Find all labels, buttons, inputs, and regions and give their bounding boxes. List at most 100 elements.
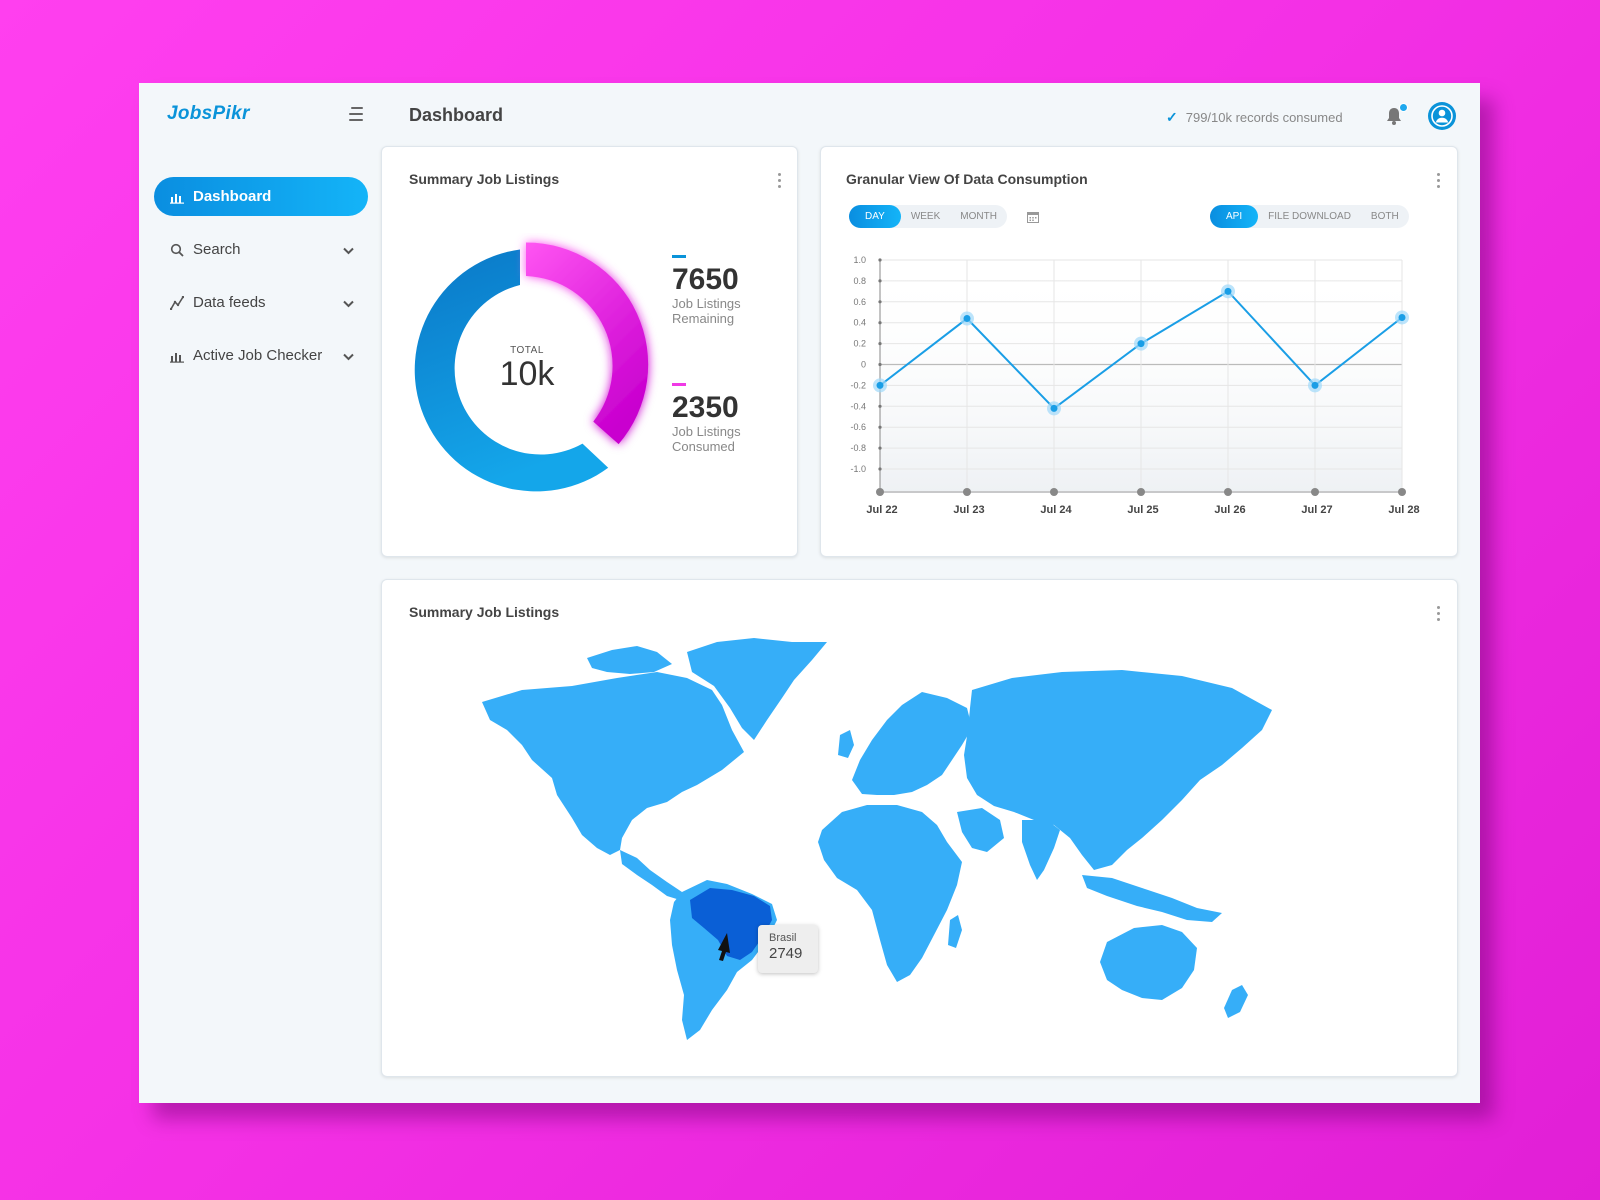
period-option-month[interactable]: MONTH (960, 211, 997, 222)
map-region-madagascar[interactable] (948, 915, 962, 948)
donut-total-value: 10k (499, 355, 555, 393)
data-point[interactable] (1224, 287, 1232, 295)
data-point[interactable] (876, 381, 884, 389)
y-tick-mark (878, 300, 882, 304)
source-option-api[interactable]: API (1210, 205, 1259, 228)
y-tick-mark (878, 321, 882, 325)
y-tick-label: -1.0 (850, 464, 866, 474)
world-map (482, 638, 1272, 1040)
map-card: Summary Job Listings (381, 579, 1458, 1077)
stat-remaining: 7650 Job Listings Remaining (672, 255, 741, 326)
map-region-arctic-islands[interactable] (587, 646, 672, 674)
sidebar-item-label: Active Job Checker (193, 347, 323, 364)
x-tick-label: Jul 26 (1214, 504, 1245, 516)
stat-consumed: 2350 Job Listings Consumed (672, 383, 741, 454)
x-tick-mark (1137, 488, 1145, 496)
calendar-icon[interactable] (1027, 210, 1039, 223)
y-tick-mark (878, 467, 882, 471)
x-tick-mark (876, 488, 884, 496)
chevron-down-icon[interactable] (343, 295, 354, 312)
x-tick-label: Jul 25 (1127, 504, 1158, 516)
sidebar-item-active-job-checker[interactable]: Active Job Checker (154, 336, 368, 375)
y-tick-label: 0.4 (853, 318, 866, 328)
x-tick-mark (1398, 488, 1406, 496)
bar-chart-icon (169, 348, 185, 364)
check-icon: ✓ (1166, 109, 1178, 125)
sidebar-item-data-feeds[interactable]: Data feeds (154, 283, 368, 322)
x-tick-label: Jul 27 (1301, 504, 1332, 516)
source-option-file-download[interactable]: FILE DOWNLOAD (1268, 211, 1351, 222)
data-point[interactable] (1311, 381, 1319, 389)
x-tick-label: Jul 24 (1040, 504, 1072, 516)
donut-chart (414, 242, 649, 492)
map-region-southeast-asia[interactable] (1082, 875, 1222, 922)
period-option-day[interactable]: DAY (849, 205, 901, 228)
notification-bell-icon[interactable] (1383, 103, 1408, 127)
map-region-europe[interactable] (852, 692, 972, 795)
map-region-australia[interactable] (1100, 925, 1197, 1000)
notification-dot (1399, 103, 1408, 112)
summary-card: Summary Job Listings TOTAL 1 (381, 146, 798, 557)
map-region-central-america[interactable] (620, 850, 682, 900)
stat-value: 7650 (672, 263, 739, 296)
map-region-brazil[interactable] (690, 888, 772, 960)
map-region-new-zealand[interactable] (1224, 985, 1248, 1018)
map-region-greenland[interactable] (687, 638, 827, 740)
page-title: Dashboard (409, 105, 504, 125)
donut-segment-consumed[interactable] (526, 242, 649, 445)
donut-segment-remaining[interactable] (414, 249, 609, 492)
records-status: ✓ 799/10k records consumed (1166, 109, 1343, 126)
records-status-text: 799/10k records consumed (1185, 110, 1343, 125)
map-region-uk[interactable] (838, 730, 854, 758)
chevron-down-icon[interactable] (343, 348, 354, 365)
y-tick-label: 0 (861, 360, 866, 370)
map-region-arabia[interactable] (957, 808, 1004, 852)
map-region-north-america[interactable] (482, 672, 744, 855)
y-tick-mark (878, 425, 882, 429)
x-tick-mark (963, 488, 971, 496)
menu-toggle-icon[interactable] (347, 107, 365, 125)
donut-total-label: TOTAL (510, 345, 544, 356)
y-tick-mark (878, 279, 882, 283)
search-icon (169, 242, 185, 258)
y-tick-label: -0.6 (850, 422, 866, 432)
stat-value: 2350 (672, 391, 739, 424)
stat-label: Job Listings (672, 296, 741, 311)
y-tick-mark (878, 342, 882, 346)
sidebar-item-label: Data feeds (193, 294, 266, 311)
tooltip-country: Brasil (769, 932, 797, 944)
app-window: JobsPikr Dashboard ✓ 799/10k records con… (139, 83, 1480, 1103)
map-region-africa[interactable] (818, 805, 962, 982)
map-region-japan[interactable] (1154, 760, 1178, 805)
source-toggle: API FILE DOWNLOAD BOTH (1210, 205, 1409, 228)
period-toggle: DAY WEEK MONTH (849, 205, 1007, 228)
stat-label: Consumed (672, 439, 735, 454)
y-tick-mark (878, 258, 882, 262)
data-point[interactable] (963, 315, 971, 323)
source-option-both[interactable]: BOTH (1370, 211, 1399, 222)
more-options-icon[interactable] (1435, 173, 1441, 191)
sidebar-item-dashboard[interactable]: Dashboard (154, 177, 368, 216)
period-option-week[interactable]: WEEK (910, 211, 941, 222)
chevron-down-icon[interactable] (343, 242, 354, 259)
more-options-icon[interactable] (1435, 606, 1441, 624)
x-tick-mark (1050, 488, 1058, 496)
trend-line-icon (169, 295, 185, 311)
data-point[interactable] (1137, 340, 1145, 348)
data-point[interactable] (1398, 313, 1406, 321)
map-region-india[interactable] (1022, 820, 1060, 880)
card-title: Summary Job Listings (409, 604, 560, 620)
card-title: Summary Job Listings (409, 171, 560, 187)
legend-swatch-remaining (672, 255, 686, 258)
more-options-icon[interactable] (776, 173, 782, 191)
map-region-asia[interactable] (964, 670, 1272, 870)
user-avatar[interactable] (1428, 102, 1456, 130)
app-logo[interactable]: JobsPikr (167, 103, 250, 124)
stat-label: Remaining (672, 311, 735, 326)
sidebar-item-search[interactable]: Search (154, 230, 368, 269)
y-tick-mark (878, 362, 882, 367)
data-point[interactable] (1050, 404, 1058, 412)
consumption-card: Granular View Of Data Consumption DAY WE… (820, 146, 1458, 557)
cursor-arrow-icon (718, 933, 730, 961)
y-tick-label: -0.8 (850, 443, 866, 453)
